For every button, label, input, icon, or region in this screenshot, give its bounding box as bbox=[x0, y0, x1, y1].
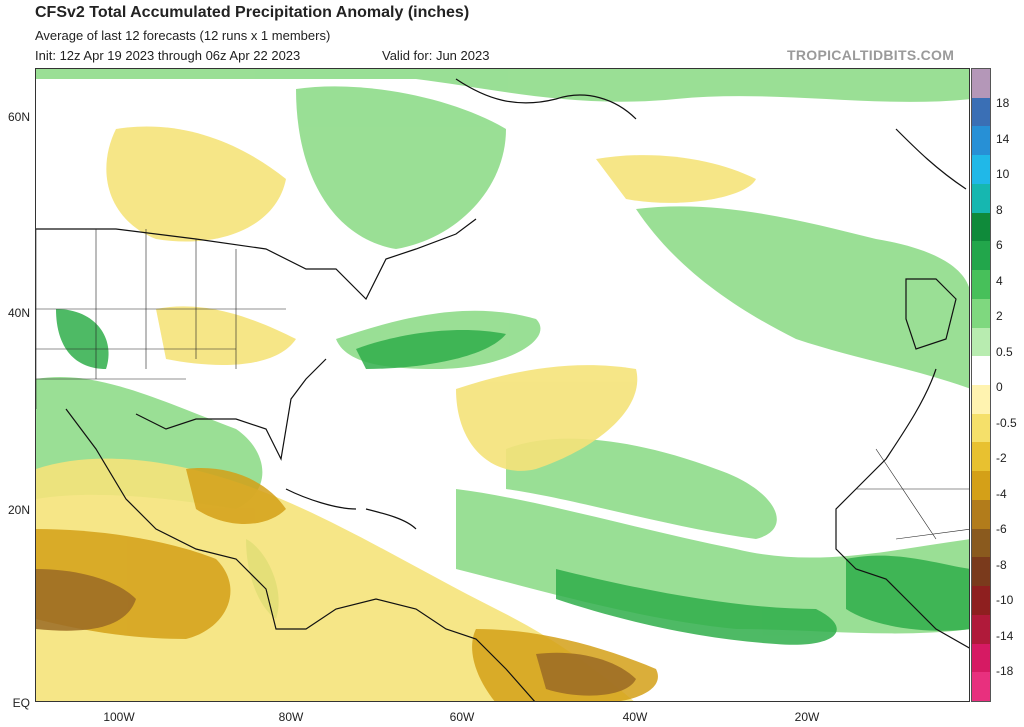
colorbar-label: -2 bbox=[996, 451, 1007, 465]
colorbar-segment bbox=[972, 126, 990, 156]
colorbar-label: -18 bbox=[996, 664, 1014, 678]
colorbar-label: -6 bbox=[996, 522, 1007, 536]
valid-time: Valid for: Jun 2023 bbox=[382, 48, 490, 63]
colorbar-segment bbox=[972, 97, 990, 127]
colorbar-segment bbox=[972, 69, 990, 99]
colorbar-label: -4 bbox=[996, 486, 1007, 501]
colorbar-segment bbox=[972, 672, 990, 702]
colorbar bbox=[971, 68, 991, 702]
coastlines bbox=[36, 78, 969, 701]
colorbar-segment bbox=[972, 327, 990, 357]
colorbar-segment bbox=[972, 499, 990, 530]
colorbar-segment bbox=[972, 471, 990, 501]
colorbar-segment bbox=[972, 442, 990, 472]
colorbar-label: -8 bbox=[996, 557, 1007, 572]
map-title: CFSv2 Total Accumulated Precipitation An… bbox=[35, 4, 470, 21]
lat-label-60n: 60N bbox=[7, 110, 30, 124]
colorbar-segment bbox=[972, 212, 990, 242]
colorbar-segment bbox=[972, 298, 990, 329]
colorbar-segment bbox=[972, 413, 990, 443]
colorbar-label: 10 bbox=[996, 167, 1010, 181]
lat-label-eq: EQ bbox=[12, 696, 30, 710]
colorbar-label: 18 bbox=[996, 96, 1010, 110]
lat-label-40n: 40N bbox=[7, 306, 30, 320]
colorbar-segment bbox=[972, 356, 990, 386]
colorbar-label: 4 bbox=[996, 273, 1003, 288]
colorbar-segment bbox=[972, 385, 990, 415]
precipitation-anomaly-map bbox=[35, 68, 970, 702]
colorbar-label: 2 bbox=[996, 309, 1003, 323]
colorbar-segment bbox=[972, 155, 990, 185]
brand-watermark: TROPICALTIDBITS.COM bbox=[787, 47, 955, 63]
forecast-subtitle: Average of last 12 forecasts (12 runs x … bbox=[35, 28, 331, 43]
lon-label-40w: 40W bbox=[622, 710, 648, 724]
colorbar-segment bbox=[972, 183, 990, 214]
colorbar-label: 0 bbox=[996, 380, 1003, 394]
colorbar-label: -0.5 bbox=[996, 415, 1017, 430]
colorbar-label: 8 bbox=[996, 202, 1003, 217]
colorbar-label: -10 bbox=[996, 593, 1014, 607]
lon-label-100w: 100W bbox=[103, 710, 135, 724]
colorbar-segment bbox=[972, 270, 990, 300]
colorbar-segment bbox=[972, 241, 990, 271]
colorbar-label: -14 bbox=[996, 628, 1014, 643]
very-dry-areas bbox=[36, 569, 636, 696]
borders bbox=[36, 229, 969, 540]
lon-label-20w: 20W bbox=[794, 710, 820, 724]
colorbar-label: 6 bbox=[996, 238, 1003, 252]
colorbar-segment bbox=[972, 557, 990, 587]
lon-label-60w: 60W bbox=[449, 710, 475, 724]
lon-label-80w: 80W bbox=[278, 710, 304, 724]
colorbar-segment bbox=[972, 643, 990, 673]
dry-anomaly-areas bbox=[36, 126, 756, 701]
colorbar-segment bbox=[972, 614, 990, 645]
init-time: Init: 12z Apr 19 2023 through 06z Apr 22… bbox=[35, 48, 301, 63]
lat-label-20n: 20N bbox=[7, 503, 30, 517]
colorbar-label: 0.5 bbox=[996, 344, 1013, 359]
colorbar-segment bbox=[972, 586, 990, 616]
colorbar-label: 14 bbox=[996, 131, 1010, 146]
colorbar-segment bbox=[972, 528, 990, 558]
